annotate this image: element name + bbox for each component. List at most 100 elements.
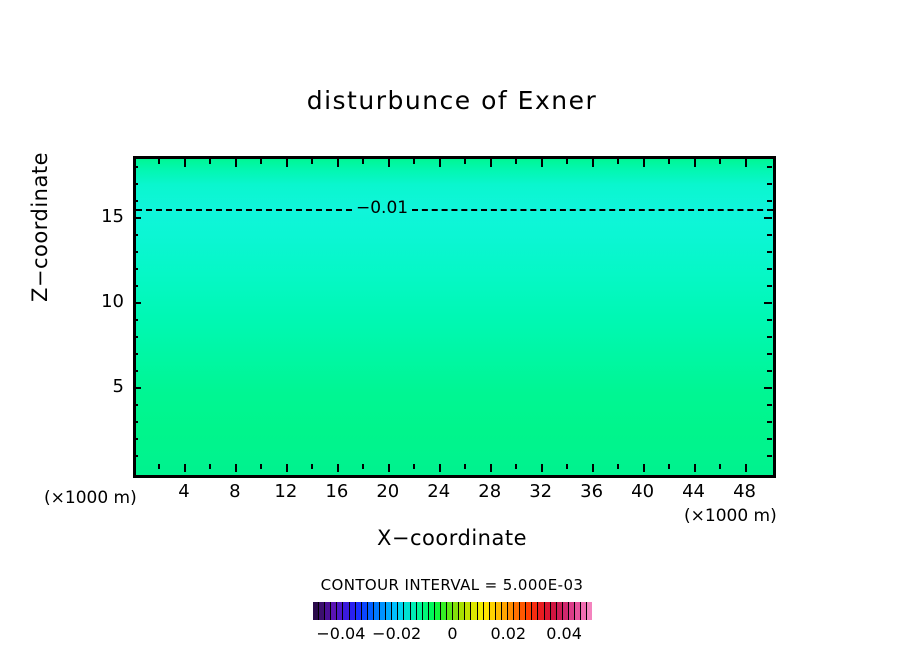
x-tick-26 <box>464 159 467 164</box>
x-tick-38 <box>617 464 620 469</box>
x-axis-units-label: (×1000 m) <box>684 506 777 526</box>
x-tick-46 <box>719 159 722 164</box>
y-tick-3 <box>767 421 772 424</box>
colorbar-cell-13 <box>392 602 399 620</box>
colorbar-cell-18 <box>422 602 429 620</box>
colorbar-cell-16 <box>410 602 417 620</box>
colorbar-label-4: 0.04 <box>546 624 582 643</box>
x-tick-44 <box>693 464 696 472</box>
colorbar-cell-32 <box>508 602 515 620</box>
x-tick-6 <box>209 464 212 469</box>
y-tick-14 <box>133 234 138 237</box>
y-tick-12 <box>767 268 772 271</box>
x-tick-16 <box>336 159 339 167</box>
colorbar-cell-40 <box>556 602 563 620</box>
colorbar-cell-20 <box>434 602 441 620</box>
y-tick-9 <box>133 319 138 322</box>
x-tick-label-4: 4 <box>178 481 190 502</box>
colorbar-cell-1 <box>319 602 326 620</box>
colorbar-cell-2 <box>325 602 332 620</box>
y-tick-4 <box>133 404 138 407</box>
y-axis-units-label: (×1000 m) <box>44 488 137 508</box>
x-tick-14 <box>311 159 314 164</box>
colorbar-cell-39 <box>550 602 557 620</box>
colorbar-cell-27 <box>477 602 484 620</box>
colorbar-cell-31 <box>501 602 508 620</box>
y-axis-ticks-right <box>762 156 772 472</box>
y-tick-5 <box>764 387 772 390</box>
colorbar-cell-24 <box>459 602 466 620</box>
x-tick-12 <box>285 159 288 167</box>
y-tick-4 <box>767 404 772 407</box>
contour-interval-label: CONTOUR INTERVAL = 5.000E-03 <box>320 576 584 594</box>
y-tick-16 <box>133 200 138 203</box>
colorbar-cell-37 <box>538 602 545 620</box>
y-tick-10 <box>764 302 772 305</box>
x-tick-label-36: 36 <box>580 481 604 502</box>
x-tick-42 <box>668 159 671 164</box>
y-tick-7 <box>133 353 138 356</box>
y-axis-title: Z−coordinate <box>28 152 52 302</box>
x-tick-34 <box>566 464 569 469</box>
x-tick-14 <box>311 464 314 469</box>
y-tick-6 <box>767 370 772 373</box>
y-tick-10 <box>133 302 141 305</box>
x-tick-label-20: 20 <box>376 481 400 502</box>
y-tick-8 <box>767 336 772 339</box>
colorbar-cell-3 <box>331 602 338 620</box>
x-tick-28 <box>489 464 492 472</box>
x-tick-4 <box>183 159 186 167</box>
colorbar <box>313 602 593 620</box>
y-tick-2 <box>133 438 138 441</box>
exner-field-heatmap <box>136 159 773 475</box>
y-tick-16 <box>767 200 772 203</box>
x-tick-2 <box>158 159 161 164</box>
x-tick-36 <box>591 464 594 472</box>
colorbar-cell-45 <box>587 602 593 620</box>
contour-dash-right <box>412 208 773 211</box>
colorbar-label-3: 0.02 <box>490 624 527 643</box>
x-tick-48 <box>744 464 747 472</box>
colorbar-label-2: 0 <box>447 624 458 643</box>
x-tick-46 <box>719 464 722 469</box>
x-tick-32 <box>540 159 543 167</box>
colorbar-cell-28 <box>483 602 490 620</box>
colorbar-cell-35 <box>526 602 533 620</box>
x-tick-label-12: 12 <box>274 481 298 502</box>
x-tick-label-44: 44 <box>682 481 705 502</box>
colorbar-cell-9 <box>367 602 374 620</box>
colorbar-cell-12 <box>386 602 393 620</box>
colorbar-label-1: −0.02 <box>372 624 422 643</box>
y-tick-1 <box>767 455 772 457</box>
colorbar-cell-4 <box>337 602 344 620</box>
colorbar-cell-41 <box>562 602 569 620</box>
y-tick-label-15: 15 <box>101 206 124 228</box>
x-tick-20 <box>387 159 390 167</box>
y-tick-18 <box>133 166 138 169</box>
x-tick-24 <box>438 159 441 167</box>
colorbar-cell-42 <box>568 602 576 620</box>
x-tick-20 <box>387 464 390 472</box>
x-tick-4 <box>183 464 186 472</box>
x-tick-40 <box>642 159 645 167</box>
colorbar-cell-7 <box>355 602 362 620</box>
colorbar-cell-17 <box>416 602 423 620</box>
colorbar-cell-19 <box>428 602 435 620</box>
colorbar-cell-33 <box>514 602 521 620</box>
y-tick-17 <box>767 183 772 186</box>
colorbar-cell-10 <box>373 602 381 620</box>
x-tick-8 <box>234 464 237 472</box>
x-tick-44 <box>693 159 696 167</box>
y-axis-ticks-left <box>133 156 143 472</box>
x-tick-2 <box>158 464 161 469</box>
colorbar-cell-22 <box>447 602 454 620</box>
colorbar-cell-26 <box>471 602 478 620</box>
contour-line--0.01: −0.01 <box>136 200 773 217</box>
y-tick-15 <box>133 217 141 220</box>
plot-area: −0.01 <box>133 156 776 478</box>
x-tick-label-40: 40 <box>631 481 655 502</box>
colorbar-label-0: −0.04 <box>316 624 366 643</box>
x-tick-30 <box>515 159 518 164</box>
y-tick-8 <box>133 336 138 339</box>
x-axis-ticks-top <box>133 156 770 167</box>
